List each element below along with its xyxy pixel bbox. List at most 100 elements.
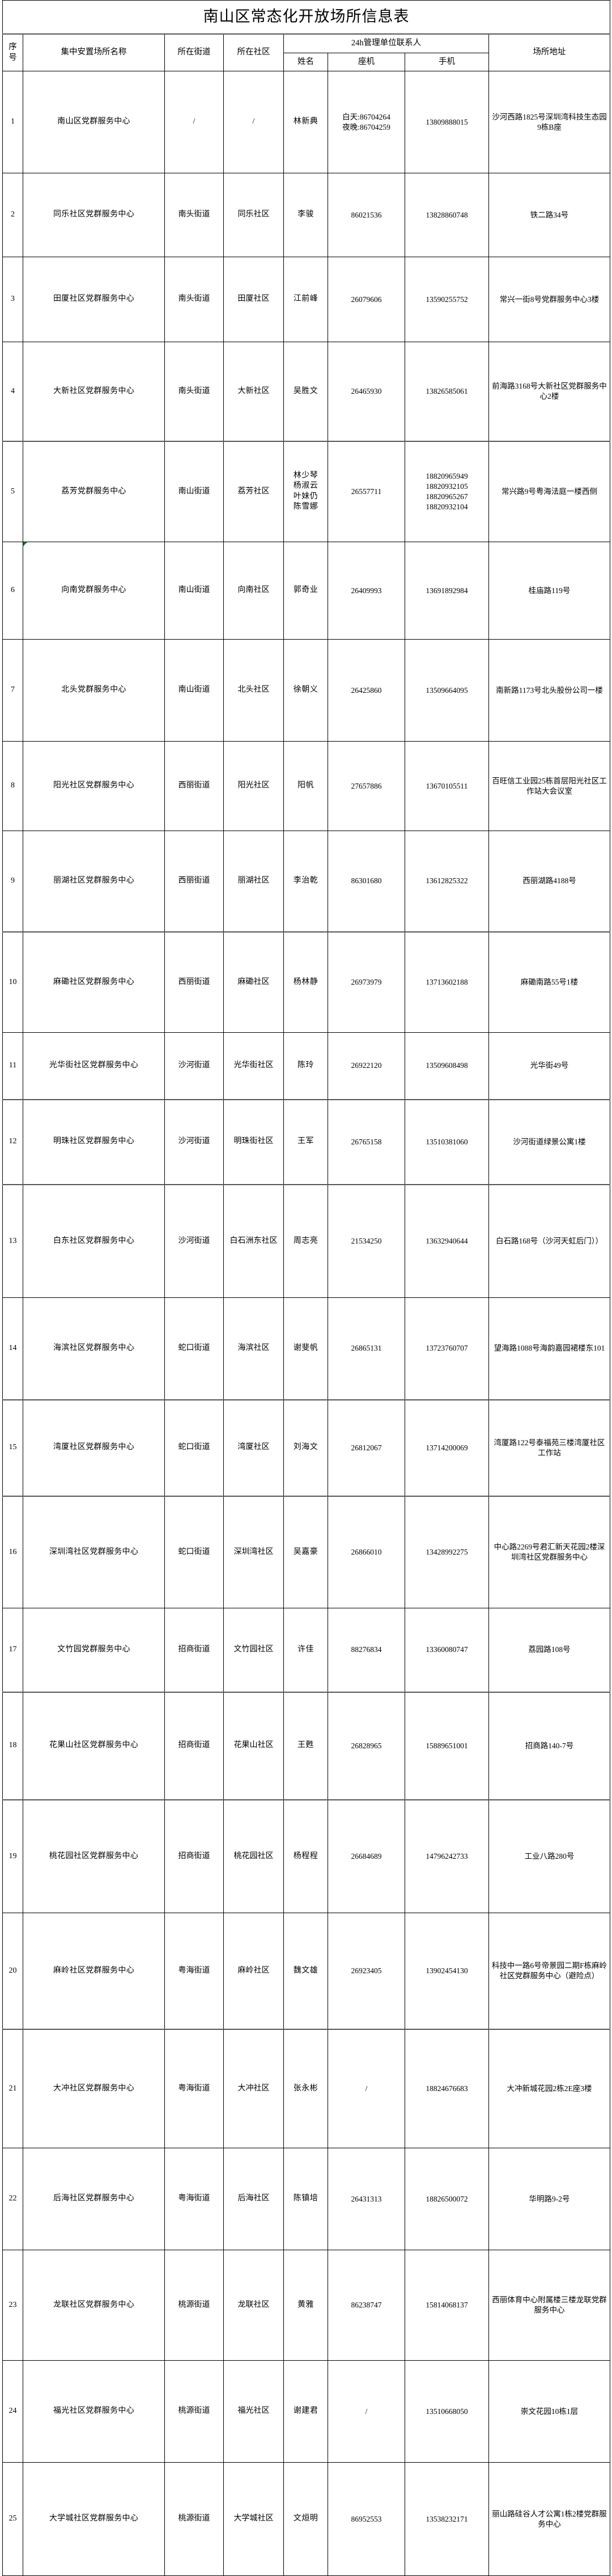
landline-cell: 26866010 <box>328 1495 405 1608</box>
community-cell: 阳光社区 <box>223 741 284 831</box>
mobile-cell: 13590255752 <box>405 257 489 342</box>
mobile-cell: 13428992275 <box>405 1495 489 1608</box>
col-header-contact-group: 24h管理单位联系人 <box>283 33 489 53</box>
col-header-address: 场所地址 <box>488 33 610 71</box>
contact-name-cell: 黄雅 <box>283 2250 328 2361</box>
landline-cell: 26079606 <box>328 257 405 342</box>
community-cell: 北头社区 <box>223 639 284 742</box>
mobile-cell: 13632940644 <box>405 1183 489 1298</box>
community-cell: 麻岭社区 <box>223 1913 284 2029</box>
contact-name-cell: 魏文雄 <box>283 1913 328 2029</box>
table-row: 20 麻岭社区党群服务中心 粤海街道 麻岭社区 魏文雄 26923405 139024541… <box>2 1913 610 2029</box>
address-cell: 大冲新城花园2栋2E座3楼 <box>488 2028 610 2148</box>
table-row: 14 海滨社区党群服务中心 蛇口街道 海滨社区 谢斐帆 26865131 137237607… <box>2 1297 610 1400</box>
address-cell: 招商路140-7号 <box>488 1691 610 1800</box>
table-row: 1 南山区党群服务中心 / / 林新典 白天:86704264 夜晚:86704259 138… <box>2 71 610 173</box>
row-index: 16 <box>2 1495 23 1608</box>
row-index: 14 <box>2 1297 23 1400</box>
row-index: 18 <box>2 1691 23 1800</box>
table-row: 6 向南党群服务中心 南山街道 向南社区 郭奇业 26409993 13691892984 桂… <box>2 542 610 640</box>
venue-name-cell: 湾厦社区党群服务中心 <box>23 1399 165 1496</box>
col-header-landline: 座机 <box>328 53 405 71</box>
street-cell: 南山街道 <box>164 440 224 542</box>
mobile-cell: 13509608498 <box>405 1032 489 1100</box>
community-cell: 明珠街社区 <box>223 1098 284 1185</box>
venue-name-cell: 麻岭社区党群服务中心 <box>23 1913 165 2029</box>
landline-cell: 26923405 <box>328 1913 405 2029</box>
row-index: 9 <box>2 831 23 932</box>
row-index: 21 <box>2 2028 23 2148</box>
contact-name-cell: 徐朝义 <box>283 639 328 742</box>
landline-cell: 26465930 <box>328 342 405 441</box>
header-row-bottom: 姓名 座机 手机 <box>3 53 610 71</box>
venue-name-cell: 阳光社区党群服务中心 <box>23 741 165 831</box>
venue-name-cell: 桃花园社区党群服务中心 <box>23 1799 165 1913</box>
community-cell: 福光社区 <box>223 2360 284 2463</box>
table-body: 1 南山区党群服务中心 / / 林新典 白天:86704264 夜晚:86704259 138… <box>2 71 610 2576</box>
contact-name-cell: 杨程程 <box>283 1799 328 1913</box>
community-cell: 光华街社区 <box>223 1032 284 1100</box>
address-cell: 西丽湖路4188号 <box>488 831 610 932</box>
table-row: 5 荔芳党群服务中心 南山街道 荔芳社区 林少琴 杨淑云 叶妹仍 陈雪娜 26557711 188… <box>2 440 610 542</box>
street-cell: 蛇口街道 <box>164 1399 224 1496</box>
table-row: 9 丽湖社区党群服务中心 西丽街道 丽湖社区 李治乾 86301680 1361282532… <box>2 831 610 932</box>
mobile-cell: 13691892984 <box>405 542 489 640</box>
venue-name-cell: 龙联社区党群服务中心 <box>23 2250 165 2361</box>
mobile-cell: 13809888015 <box>405 71 489 173</box>
landline-cell: 86301680 <box>328 831 405 932</box>
community-cell: / <box>223 71 284 173</box>
street-cell: 南山街道 <box>164 542 224 640</box>
row-index: 20 <box>2 1913 23 2029</box>
venue-name-cell: 田厦社区党群服务中心 <box>23 257 165 342</box>
address-cell: 丽山路硅谷人才公寓1栋2楼党群服务中心 <box>488 2462 610 2576</box>
landline-cell: 26409993 <box>328 542 405 640</box>
community-cell: 大新社区 <box>223 342 284 441</box>
mobile-cell: 13670105511 <box>405 741 489 831</box>
table-row: 21 大冲社区党群服务中心 粤海街道 大冲社区 张永彬/18824676683 大冲新城花… <box>2 2028 610 2148</box>
street-cell: 蛇口街道 <box>164 1297 224 1400</box>
landline-cell: 26812067 <box>328 1399 405 1496</box>
table-head: 南山区常态化开放场所信息表 序号 集中安置场所名称 所在街道 所在社区 24h管… <box>2 0 610 71</box>
row-index: 12 <box>2 1098 23 1185</box>
landline-cell: 26557711 <box>328 440 405 542</box>
community-cell: 荔芳社区 <box>223 440 284 542</box>
mobile-cell: 13510381060 <box>405 1098 489 1185</box>
venue-name-cell: 后海社区党群服务中心 <box>23 2148 165 2250</box>
venue-name-cell: 深圳湾社区党群服务中心 <box>23 1495 165 1608</box>
community-cell: 文竹园社区 <box>223 1608 284 1692</box>
mobile-cell: 13538232171 <box>405 2462 489 2576</box>
landline-cell: 26765158 <box>328 1098 405 1185</box>
contact-name-cell: 张永彬 <box>283 2028 328 2148</box>
community-cell: 白石洲东社区 <box>223 1183 284 1298</box>
contact-name-cell: 吴嘉豪 <box>283 1495 328 1608</box>
address-cell: 科技中一路6号帝景园二期F栋麻岭社区党群服务中心（避险点） <box>488 1913 610 2029</box>
contact-name-cell: 陈玲 <box>283 1032 328 1100</box>
address-cell: 光华街49号 <box>488 1032 610 1100</box>
address-cell: 中心路2269号君汇新天花园2楼深圳湾社区党群服务中心 <box>488 1495 610 1608</box>
address-cell: 白石路168号（沙河天虹后门）） <box>488 1183 610 1298</box>
mobile-cell: 13510668050 <box>405 2360 489 2463</box>
address-cell: 沙河西路1825号深圳湾科技生态园9栋B座 <box>488 71 610 173</box>
address-cell: 百旺信工业园25栋首层阳光社区工作站大会议室 <box>488 741 610 831</box>
community-cell: 花果山社区 <box>223 1691 284 1800</box>
contact-name-cell: 林新典 <box>283 71 328 173</box>
venue-name-cell: 福光社区党群服务中心 <box>23 2360 165 2463</box>
street-cell: 沙河街道 <box>164 1183 224 1298</box>
row-index: 13 <box>2 1183 23 1298</box>
table-row: 16 深圳湾社区党群服务中心 蛇口街道 深圳湾社区 吴嘉豪 26866010 1342899… <box>2 1495 610 1608</box>
landline-cell: 白天:86704264 夜晚:86704259 <box>328 71 405 173</box>
street-cell: 南头街道 <box>164 342 224 441</box>
community-cell: 同乐社区 <box>223 173 284 257</box>
mobile-cell: 13828860748 <box>405 173 489 257</box>
mobile-cell: 13723760707 <box>405 1297 489 1400</box>
street-cell: 南头街道 <box>164 173 224 257</box>
table-row: 15 湾厦社区党群服务中心 蛇口街道 湾厦社区 刘海文 26812067 137142000… <box>2 1399 610 1496</box>
contact-name-cell: 郭奇业 <box>283 542 328 640</box>
street-cell: / <box>164 71 224 173</box>
community-cell: 后海社区 <box>223 2148 284 2250</box>
landline-cell: 26684689 <box>328 1799 405 1913</box>
address-cell: 荔园路108号 <box>488 1608 610 1692</box>
venue-name-cell: 同乐社区党群服务中心 <box>23 173 165 257</box>
landline-cell: 27657886 <box>328 741 405 831</box>
row-index: 4 <box>2 342 23 441</box>
